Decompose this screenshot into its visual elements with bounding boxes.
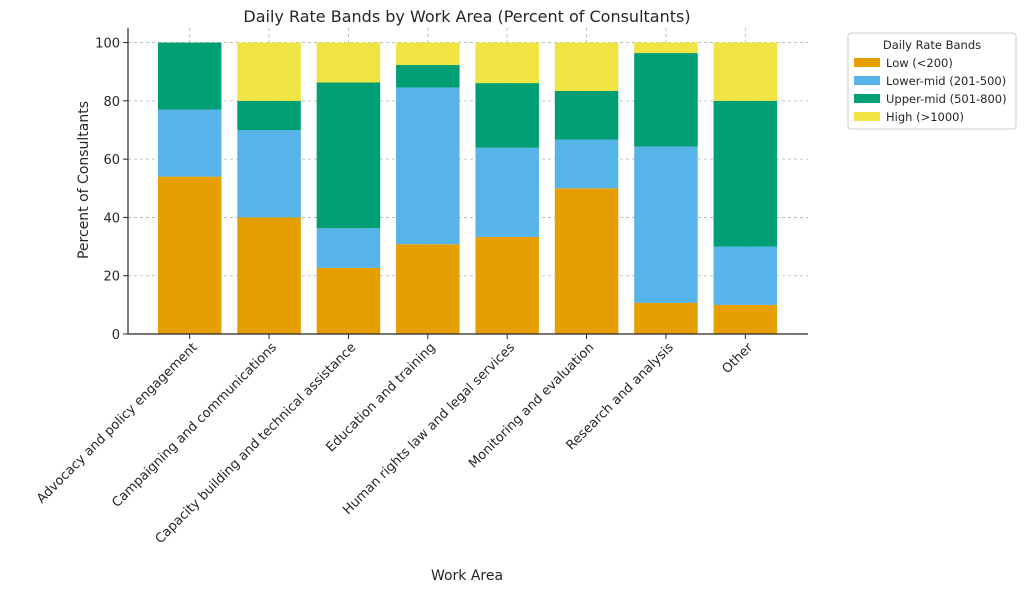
x-axis-label: Work Area (431, 568, 503, 584)
legend-swatch (854, 76, 880, 85)
x-tick-labels: Advocacy and policy engagementCampaignin… (34, 334, 757, 547)
legend-swatch (854, 58, 880, 67)
bar-segment (475, 236, 539, 334)
bar-segment (316, 267, 381, 334)
y-tick-labels: 0 20 40 60 80 100 (95, 37, 128, 343)
bar-segment (237, 217, 301, 334)
bar-segment (475, 83, 539, 148)
bar-segment (316, 42, 381, 83)
bar-segment (157, 109, 222, 177)
bar-segment (157, 176, 222, 334)
bar-segment (713, 246, 778, 305)
legend-items: Low (<200) Lower-mid (201-500) Upper-mid (… (854, 56, 1007, 124)
bar-segment (634, 146, 698, 303)
bar-segment (157, 42, 222, 110)
x-tick-label: Human rights law and legal services (340, 340, 518, 518)
legend-label: High (>1000) (886, 110, 964, 124)
y-tick-label: 40 (103, 211, 120, 226)
legend-swatch (854, 112, 880, 121)
legend-frame (847, 32, 1017, 130)
y-tick-label: 60 (103, 153, 120, 168)
chart-title: Daily Rate Bands by Work Area (Percent o… (243, 7, 690, 26)
y-tick-label: 100 (95, 37, 120, 52)
bar-segment (396, 42, 460, 66)
axes (127, 28, 808, 335)
legend-label: Upper-mid (501-800) (886, 92, 1007, 106)
x-tick-label: Monitoring and evaluation (466, 340, 597, 471)
bar-segment (634, 302, 698, 334)
bar-segment (554, 42, 619, 91)
bar-segment (396, 87, 460, 245)
legend-label: Low (<200) (886, 56, 953, 70)
bar-segment (396, 244, 460, 334)
legend: Daily Rate Bands Low (<200) Lower-mid (20… (847, 32, 1017, 130)
bar-segment (237, 130, 301, 218)
bar-segment (475, 42, 539, 84)
legend-swatch (854, 94, 880, 103)
bar-segment (237, 42, 301, 101)
bar-segment (237, 100, 301, 130)
legend-title: Daily Rate Bands (883, 38, 981, 52)
bar-segment (554, 139, 619, 189)
grid-lines (128, 28, 808, 335)
y-axis-label: Percent of Consultants (76, 101, 92, 259)
bar-segment (396, 65, 460, 88)
bar-segment (554, 188, 619, 334)
bar-segment (634, 42, 698, 54)
bar-segment (634, 53, 698, 147)
x-tick-label: Advocacy and policy engagement (34, 340, 200, 506)
y-tick-label: 0 (112, 328, 120, 343)
legend-label: Lower-mid (201-500) (886, 74, 1006, 88)
bar-segment (713, 100, 778, 247)
bar-segment (554, 90, 619, 140)
x-tick-label: Other (719, 340, 756, 377)
bar-segment (713, 304, 778, 334)
y-tick-label: 80 (103, 95, 120, 110)
x-tick-label: Campaigning and communications (109, 340, 280, 511)
bar-segment (475, 147, 539, 237)
bar-segment (316, 82, 381, 229)
bars (157, 42, 778, 334)
bar-segment (713, 42, 778, 101)
y-tick-label: 20 (103, 270, 120, 285)
bar-segment (316, 228, 381, 268)
